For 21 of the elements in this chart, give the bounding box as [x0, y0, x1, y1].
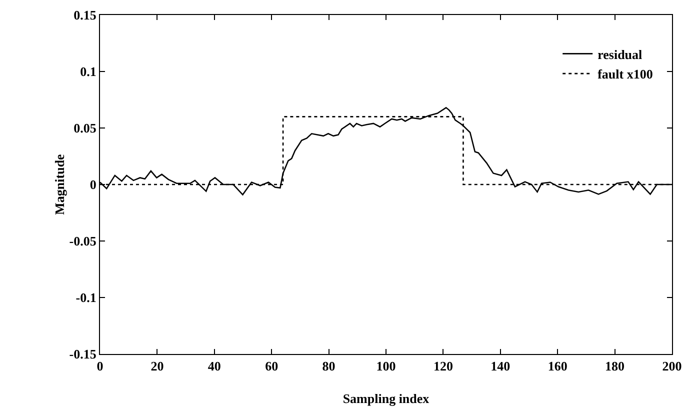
y-tick-label: 0.15	[74, 8, 97, 23]
x-axis-title: Sampling index	[342, 391, 430, 406]
y-tick-label: -0.05	[69, 234, 97, 249]
y-tick-label: 0.1	[80, 64, 96, 80]
y-tick-label: 0.05	[74, 120, 97, 136]
legend-label: fault x100	[598, 66, 653, 82]
x-tick-label: 60	[265, 358, 278, 374]
x-tick-label: 100	[376, 358, 396, 374]
x-tick-label: 180	[605, 358, 625, 374]
y-tick-label: 0	[90, 177, 96, 192]
x-tick-label: 140	[490, 358, 510, 374]
x-tick-label: 200	[662, 358, 682, 374]
x-tick-label: 120	[433, 358, 453, 374]
x-tick-label: 80	[322, 358, 336, 374]
x-tick-label: 40	[208, 358, 221, 374]
x-tick-label: 20	[150, 358, 164, 374]
x-tick-label: 160	[548, 358, 568, 374]
legend-label: residual	[598, 46, 643, 62]
y-tick-label: -0.15	[69, 346, 97, 362]
y-tick-label: -0.1	[76, 290, 96, 306]
y-axis-title: Magnitude	[52, 154, 67, 215]
